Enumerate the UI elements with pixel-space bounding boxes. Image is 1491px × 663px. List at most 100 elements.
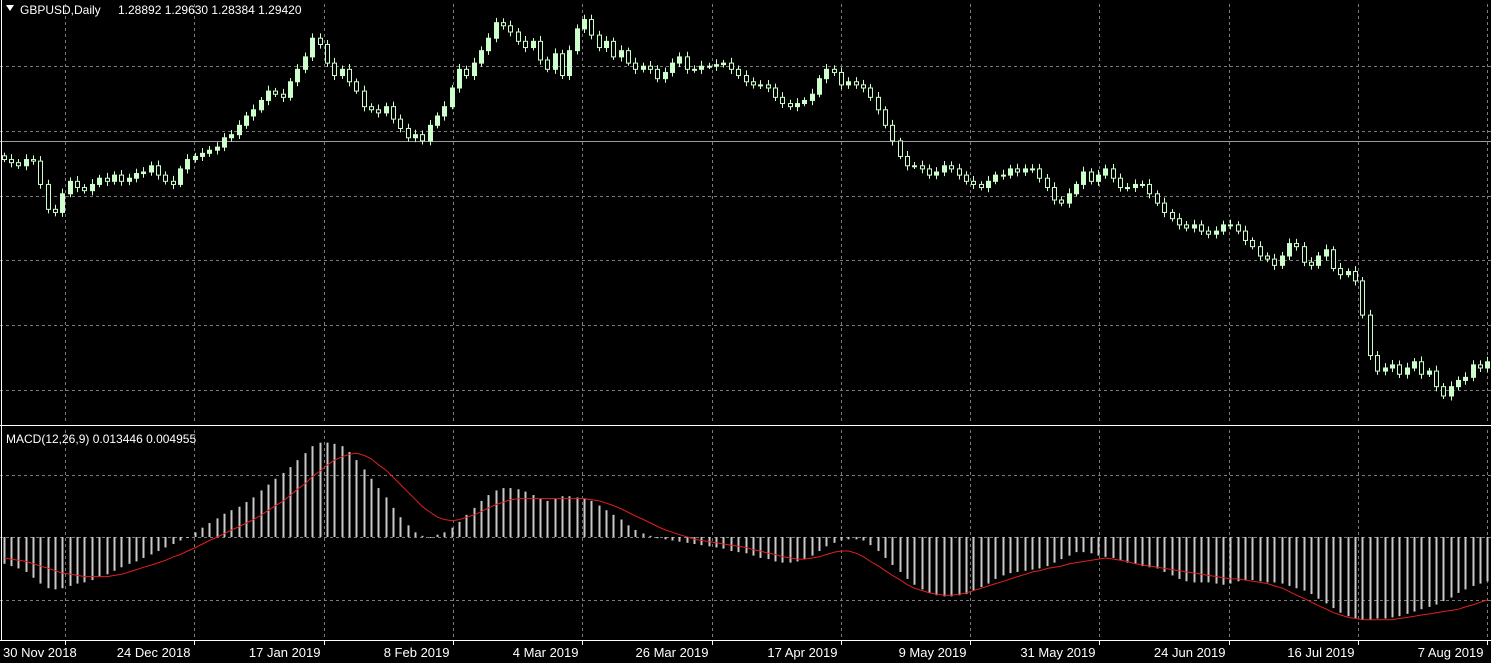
bullish-candle[interactable] — [222, 137, 227, 148]
bearish-candle[interactable] — [171, 180, 176, 185]
bearish-candle[interactable] — [2, 155, 7, 161]
bearish-candle[interactable] — [655, 68, 660, 80]
dropdown-triangle-icon[interactable] — [6, 5, 14, 11]
bullish-candle[interactable] — [1463, 376, 1468, 381]
bearish-candle[interactable] — [1250, 239, 1255, 248]
bullish-candle[interactable] — [604, 40, 609, 49]
bullish-candle[interactable] — [810, 93, 815, 101]
bullish-candle[interactable] — [435, 115, 440, 126]
bearish-candle[interactable] — [1045, 177, 1050, 189]
signal-line[interactable] — [4, 452, 1488, 621]
bullish-candle[interactable] — [237, 124, 242, 136]
bearish-candle[interactable] — [832, 68, 837, 73]
bullish-candle[interactable] — [1140, 183, 1145, 186]
bearish-candle[interactable] — [883, 109, 888, 126]
bearish-candle[interactable] — [318, 37, 323, 45]
bearish-candle[interactable] — [868, 87, 873, 98]
bullish-candle[interactable] — [758, 84, 763, 87]
bullish-candle[interactable] — [134, 173, 139, 179]
bullish-candle[interactable] — [993, 174, 998, 182]
bullish-candle[interactable] — [1214, 230, 1219, 235]
bullish-candle[interactable] — [1287, 243, 1292, 257]
bearish-candle[interactable] — [325, 43, 330, 64]
bullish-candle[interactable] — [795, 103, 800, 108]
bullish-candle[interactable] — [553, 53, 558, 70]
bearish-candle[interactable] — [1272, 258, 1277, 266]
bearish-candle[interactable] — [589, 19, 594, 36]
bearish-candle[interactable] — [9, 159, 14, 164]
bearish-candle[interactable] — [773, 87, 778, 98]
bullish-candle[interactable] — [207, 149, 212, 154]
bullish-candle[interactable] — [1125, 187, 1130, 190]
bullish-candle[interactable] — [986, 180, 991, 189]
bullish-candle[interactable] — [1471, 364, 1476, 378]
bearish-candle[interactable] — [1309, 261, 1314, 266]
bullish-candle[interactable] — [1412, 361, 1417, 369]
bullish-candle[interactable] — [641, 65, 646, 70]
bullish-candle[interactable] — [141, 171, 146, 175]
bullish-candle[interactable] — [259, 99, 264, 111]
bullish-candle[interactable] — [90, 183, 95, 192]
bearish-candle[interactable] — [354, 81, 359, 92]
bearish-candle[interactable] — [890, 124, 895, 142]
bearish-candle[interactable] — [38, 160, 43, 185]
bearish-candle[interactable] — [1147, 183, 1152, 195]
bearish-candle[interactable] — [1177, 218, 1182, 226]
bearish-candle[interactable] — [597, 34, 602, 49]
bullish-candle[interactable] — [1405, 367, 1410, 375]
bearish-candle[interactable] — [648, 65, 653, 70]
bearish-candle[interactable] — [53, 208, 58, 213]
bullish-candle[interactable] — [707, 65, 712, 68]
bullish-candle[interactable] — [582, 19, 587, 30]
bullish-candle[interactable] — [1221, 224, 1226, 232]
bearish-candle[interactable] — [391, 106, 396, 120]
bullish-candle[interactable] — [1228, 224, 1233, 227]
symbol-header[interactable]: GBPUSD,Daily 1.28892 1.29630 1.28384 1.2… — [6, 3, 302, 17]
bearish-candle[interactable] — [861, 84, 866, 89]
bearish-candle[interactable] — [971, 180, 976, 185]
bearish-candle[interactable] — [1360, 280, 1365, 316]
bearish-candle[interactable] — [332, 62, 337, 77]
bullish-candle[interactable] — [1023, 168, 1028, 173]
bullish-candle[interactable] — [472, 62, 477, 77]
bullish-candle[interactable] — [567, 50, 572, 77]
bullish-candle[interactable] — [1096, 174, 1101, 182]
bullish-candle[interactable] — [1081, 171, 1086, 185]
macd-histogram[interactable] — [3, 442, 1489, 620]
bullish-candle[interactable] — [413, 134, 418, 139]
bullish-candle[interactable] — [1192, 224, 1197, 229]
bearish-candle[interactable] — [1419, 361, 1424, 375]
bullish-candle[interactable] — [1390, 364, 1395, 369]
bearish-candle[interactable] — [1155, 193, 1160, 204]
candlestick-series[interactable] — [2, 14, 1490, 401]
bearish-candle[interactable] — [626, 50, 631, 64]
bearish-candle[interactable] — [1302, 246, 1307, 263]
bullish-candle[interactable] — [200, 152, 205, 157]
bearish-candle[interactable] — [273, 90, 278, 95]
bearish-candle[interactable] — [957, 168, 962, 176]
bearish-candle[interactable] — [105, 177, 110, 182]
bearish-candle[interactable] — [898, 140, 903, 157]
bearish-candle[interactable] — [1368, 314, 1373, 357]
bullish-candle[interactable] — [185, 159, 190, 170]
bullish-candle[interactable] — [486, 37, 491, 52]
bullish-candle[interactable] — [677, 56, 682, 64]
bearish-candle[interactable] — [75, 180, 80, 189]
bullish-candle[interactable] — [442, 106, 447, 117]
bearish-candle[interactable] — [369, 106, 374, 111]
bearish-candle[interactable] — [347, 68, 352, 83]
bearish-candle[interactable] — [1397, 364, 1402, 375]
bullish-candle[interactable] — [531, 40, 536, 49]
bullish-candle[interactable] — [1030, 168, 1035, 171]
bullish-candle[interactable] — [384, 106, 389, 114]
bullish-candle[interactable] — [244, 115, 249, 126]
bearish-candle[interactable] — [1236, 224, 1241, 232]
bullish-candle[interactable] — [824, 68, 829, 80]
bullish-candle[interactable] — [1067, 193, 1072, 204]
bearish-candle[interactable] — [736, 68, 741, 77]
bearish-candle[interactable] — [501, 22, 506, 27]
bullish-candle[interactable] — [1485, 361, 1490, 369]
bearish-candle[interactable] — [398, 118, 403, 129]
bearish-candle[interactable] — [82, 187, 87, 192]
bullish-candle[interactable] — [699, 65, 704, 70]
